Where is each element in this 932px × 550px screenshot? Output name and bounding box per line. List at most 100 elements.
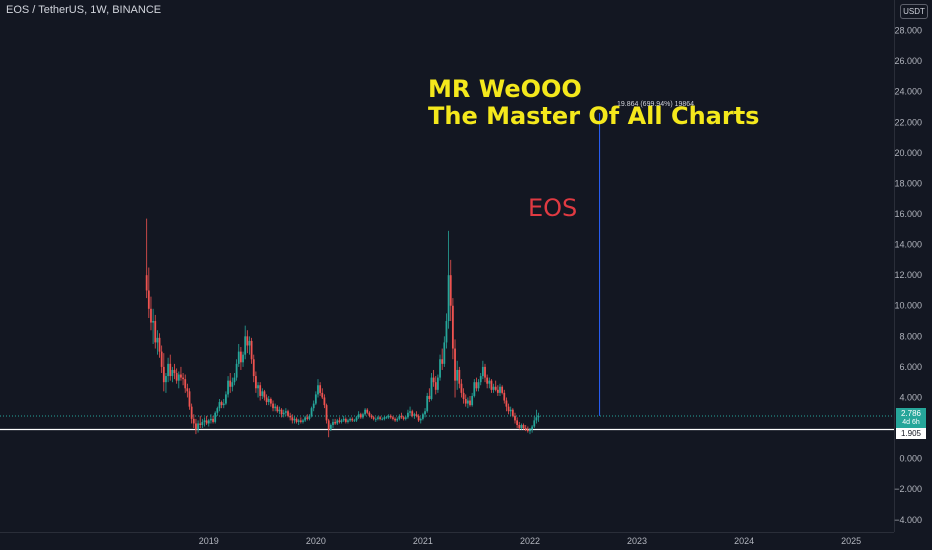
candle-body	[494, 386, 497, 390]
candle	[424, 408, 426, 418]
candle	[417, 414, 420, 422]
candle-body	[535, 417, 538, 421]
candle	[201, 418, 204, 429]
candle-body	[454, 348, 456, 381]
symbol-name[interactable]: EOS / TetherUS	[6, 4, 85, 16]
candle-body	[409, 411, 411, 413]
candle-body	[439, 359, 441, 378]
candle-body	[278, 409, 281, 412]
candle-body	[310, 408, 313, 416]
candle-body	[150, 308, 152, 323]
interval-label[interactable]: 1W	[84, 4, 106, 16]
author-annotation[interactable]: MR WeOOO The Master Of All Charts	[428, 76, 759, 130]
candle	[377, 415, 379, 421]
candle	[355, 415, 358, 422]
candle	[190, 403, 193, 424]
candle	[171, 366, 174, 383]
candle-body	[344, 418, 347, 422]
candle-body	[237, 351, 240, 364]
candle-body	[267, 399, 270, 403]
candle-body	[462, 392, 465, 399]
candle-body	[529, 429, 531, 432]
candle-body	[231, 382, 234, 387]
candle	[280, 408, 283, 418]
symbol-header[interactable]: EOS / TetherUS1WBINANCE	[6, 4, 161, 16]
candle	[293, 415, 296, 424]
coin-annotation[interactable]: EOS	[528, 194, 578, 222]
candle	[205, 415, 208, 425]
candle	[246, 330, 249, 354]
candle-body	[158, 337, 161, 352]
candle	[297, 418, 300, 425]
candle	[494, 380, 497, 392]
candle-body	[466, 400, 469, 404]
candle-body	[293, 418, 296, 421]
candle	[225, 391, 227, 406]
candle-body	[242, 354, 244, 363]
time-axis[interactable]: 2019 2020 2021 2022 2023 2024 2025	[199, 536, 861, 546]
candle	[272, 400, 274, 412]
candle-body	[325, 405, 328, 421]
candle	[357, 411, 360, 419]
candle	[464, 394, 467, 407]
candle-body	[289, 415, 292, 418]
time-tick-label: 2021	[413, 536, 433, 546]
candle	[306, 414, 309, 421]
candle	[529, 428, 531, 435]
candle	[379, 415, 381, 421]
candle-body	[351, 418, 354, 421]
candle-body	[175, 373, 178, 381]
candle	[484, 363, 486, 383]
candle-body	[389, 415, 392, 418]
candle	[432, 369, 435, 387]
candle-body	[492, 386, 495, 390]
candle-body	[338, 420, 341, 422]
candle-body	[428, 395, 431, 399]
candle-body	[340, 420, 343, 422]
price-tick-label: 24.000	[894, 87, 922, 97]
candle	[186, 383, 189, 398]
currency-badge[interactable]: USDT	[900, 4, 928, 19]
candle-body	[160, 351, 163, 367]
candle	[274, 403, 277, 412]
candle	[284, 408, 287, 416]
candle-body	[426, 395, 429, 412]
candle-body	[520, 424, 523, 429]
candle-body	[207, 420, 210, 424]
candle	[347, 418, 349, 424]
candle	[411, 409, 414, 418]
candle	[327, 418, 330, 438]
candle	[389, 414, 392, 419]
candle	[304, 415, 307, 422]
candle	[372, 415, 375, 421]
candle-body	[244, 336, 247, 355]
candle	[454, 339, 456, 398]
candle	[239, 347, 242, 370]
candle	[381, 417, 384, 421]
candle	[469, 395, 471, 407]
candle	[456, 360, 459, 390]
candle-body	[415, 414, 418, 416]
time-tick-label: 2023	[627, 536, 647, 546]
candle	[214, 411, 217, 424]
measure-label: 19.864 (699.94%) 19864	[617, 101, 695, 108]
candle-body	[308, 415, 311, 419]
price-axis[interactable]: 28.000 26.000 24.000 22.000 20.000 18.000 16.0…	[894, 26, 922, 525]
candle-body	[220, 402, 223, 406]
candle-body	[321, 392, 324, 398]
candle-body	[184, 379, 187, 389]
candle-body	[436, 377, 439, 390]
candle	[349, 417, 352, 422]
candle	[353, 418, 356, 422]
candle	[340, 418, 343, 424]
candle-body	[312, 403, 315, 409]
candle-body	[516, 420, 519, 425]
candle-body	[156, 337, 159, 343]
candle	[368, 411, 371, 418]
candle-body	[488, 380, 491, 384]
candle-body	[417, 415, 420, 421]
candle-body	[280, 409, 283, 415]
candle	[392, 415, 394, 421]
candle	[263, 389, 266, 401]
